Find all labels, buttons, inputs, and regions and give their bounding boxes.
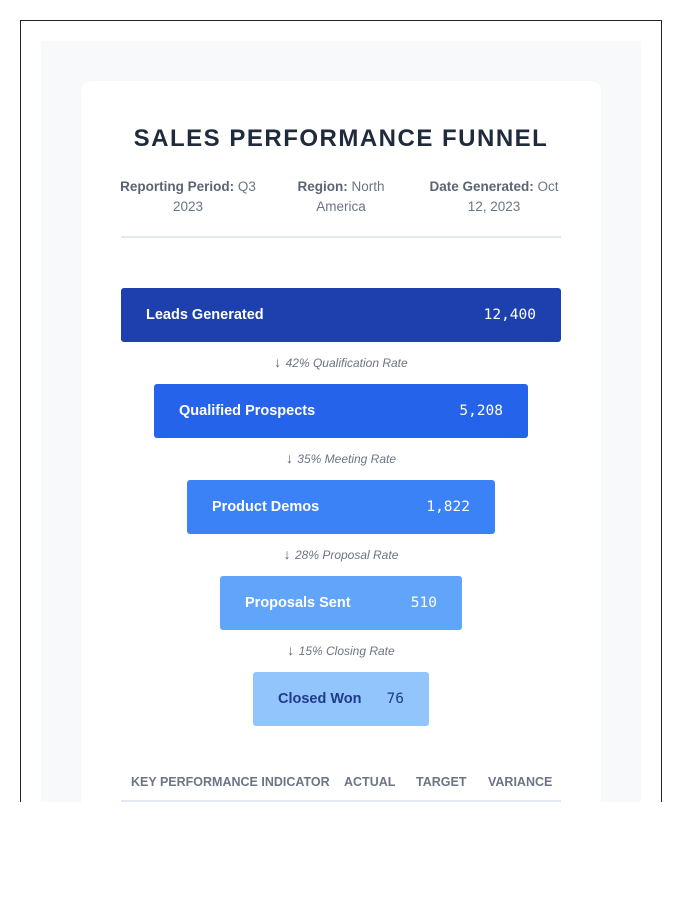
- region-label: Region:: [297, 179, 348, 194]
- report-frame: SALES PERFORMANCE FUNNEL Reporting Perio…: [20, 20, 662, 802]
- funnel-stage-product-demos: Product Demos 1,822: [187, 480, 495, 534]
- funnel-stage-proposals-sent: Proposals Sent 510: [220, 576, 462, 630]
- stage-value: 76: [386, 691, 404, 707]
- conversion-rate: ↓ 28% Proposal Rate: [81, 546, 601, 562]
- region: Region: North America: [277, 177, 405, 217]
- conversion-rate-text: 35% Meeting Rate: [297, 452, 397, 466]
- column-header-variance: VARIANCE: [488, 775, 553, 789]
- stage-value: 510: [410, 595, 437, 611]
- conversion-rate-text: 15% Closing Rate: [298, 644, 395, 658]
- column-header-kpi: KEY PERFORMANCE INDICATOR: [131, 775, 330, 789]
- conversion-rate: ↓ 35% Meeting Rate: [81, 450, 601, 466]
- date-generated: Date Generated: Oct 12, 2023: [421, 177, 567, 217]
- stage-label: Proposals Sent: [245, 595, 351, 611]
- report-canvas: SALES PERFORMANCE FUNNEL Reporting Perio…: [41, 41, 641, 802]
- stage-value: 12,400: [483, 307, 536, 323]
- report-card: SALES PERFORMANCE FUNNEL Reporting Perio…: [81, 81, 601, 802]
- kpi-table-header: KEY PERFORMANCE INDICATOR ACTUAL TARGET …: [121, 774, 561, 802]
- region-value: North America: [316, 179, 385, 214]
- conversion-rate: ↓ 15% Closing Rate: [81, 642, 601, 658]
- down-arrow-icon: ↓: [285, 450, 293, 466]
- column-header-target: TARGET: [416, 775, 467, 789]
- reporting-period: Reporting Period: Q3 2023: [115, 177, 261, 217]
- funnel-stage-leads-generated: Leads Generated 12,400: [121, 288, 561, 342]
- stage-label: Leads Generated: [146, 307, 264, 323]
- reporting-period-value: Q3 2023: [172, 179, 256, 214]
- stage-value: 5,208: [459, 403, 503, 419]
- page-title: SALES PERFORMANCE FUNNEL: [133, 125, 549, 152]
- down-arrow-icon: ↓: [274, 354, 282, 370]
- header-divider: [121, 236, 561, 238]
- funnel-stage-closed-won: Closed Won 76: [253, 672, 429, 726]
- down-arrow-icon: ↓: [287, 642, 295, 658]
- stage-label: Product Demos: [212, 499, 320, 515]
- date-generated-value: Oct 12, 2023: [467, 179, 559, 214]
- conversion-rate: ↓ 42% Qualification Rate: [81, 354, 601, 370]
- conversion-rate-text: 42% Qualification Rate: [285, 356, 408, 370]
- stage-label: Qualified Prospects: [179, 403, 316, 419]
- reporting-period-label: Reporting Period:: [120, 179, 235, 194]
- stage-value: 1,822: [426, 499, 470, 515]
- down-arrow-icon: ↓: [283, 546, 291, 562]
- funnel-stage-qualified-prospects: Qualified Prospects 5,208: [154, 384, 528, 438]
- column-header-actual: ACTUAL: [344, 775, 396, 789]
- conversion-rate-text: 28% Proposal Rate: [294, 548, 399, 562]
- date-generated-label: Date Generated:: [429, 179, 534, 194]
- stage-label: Closed Won: [278, 691, 362, 707]
